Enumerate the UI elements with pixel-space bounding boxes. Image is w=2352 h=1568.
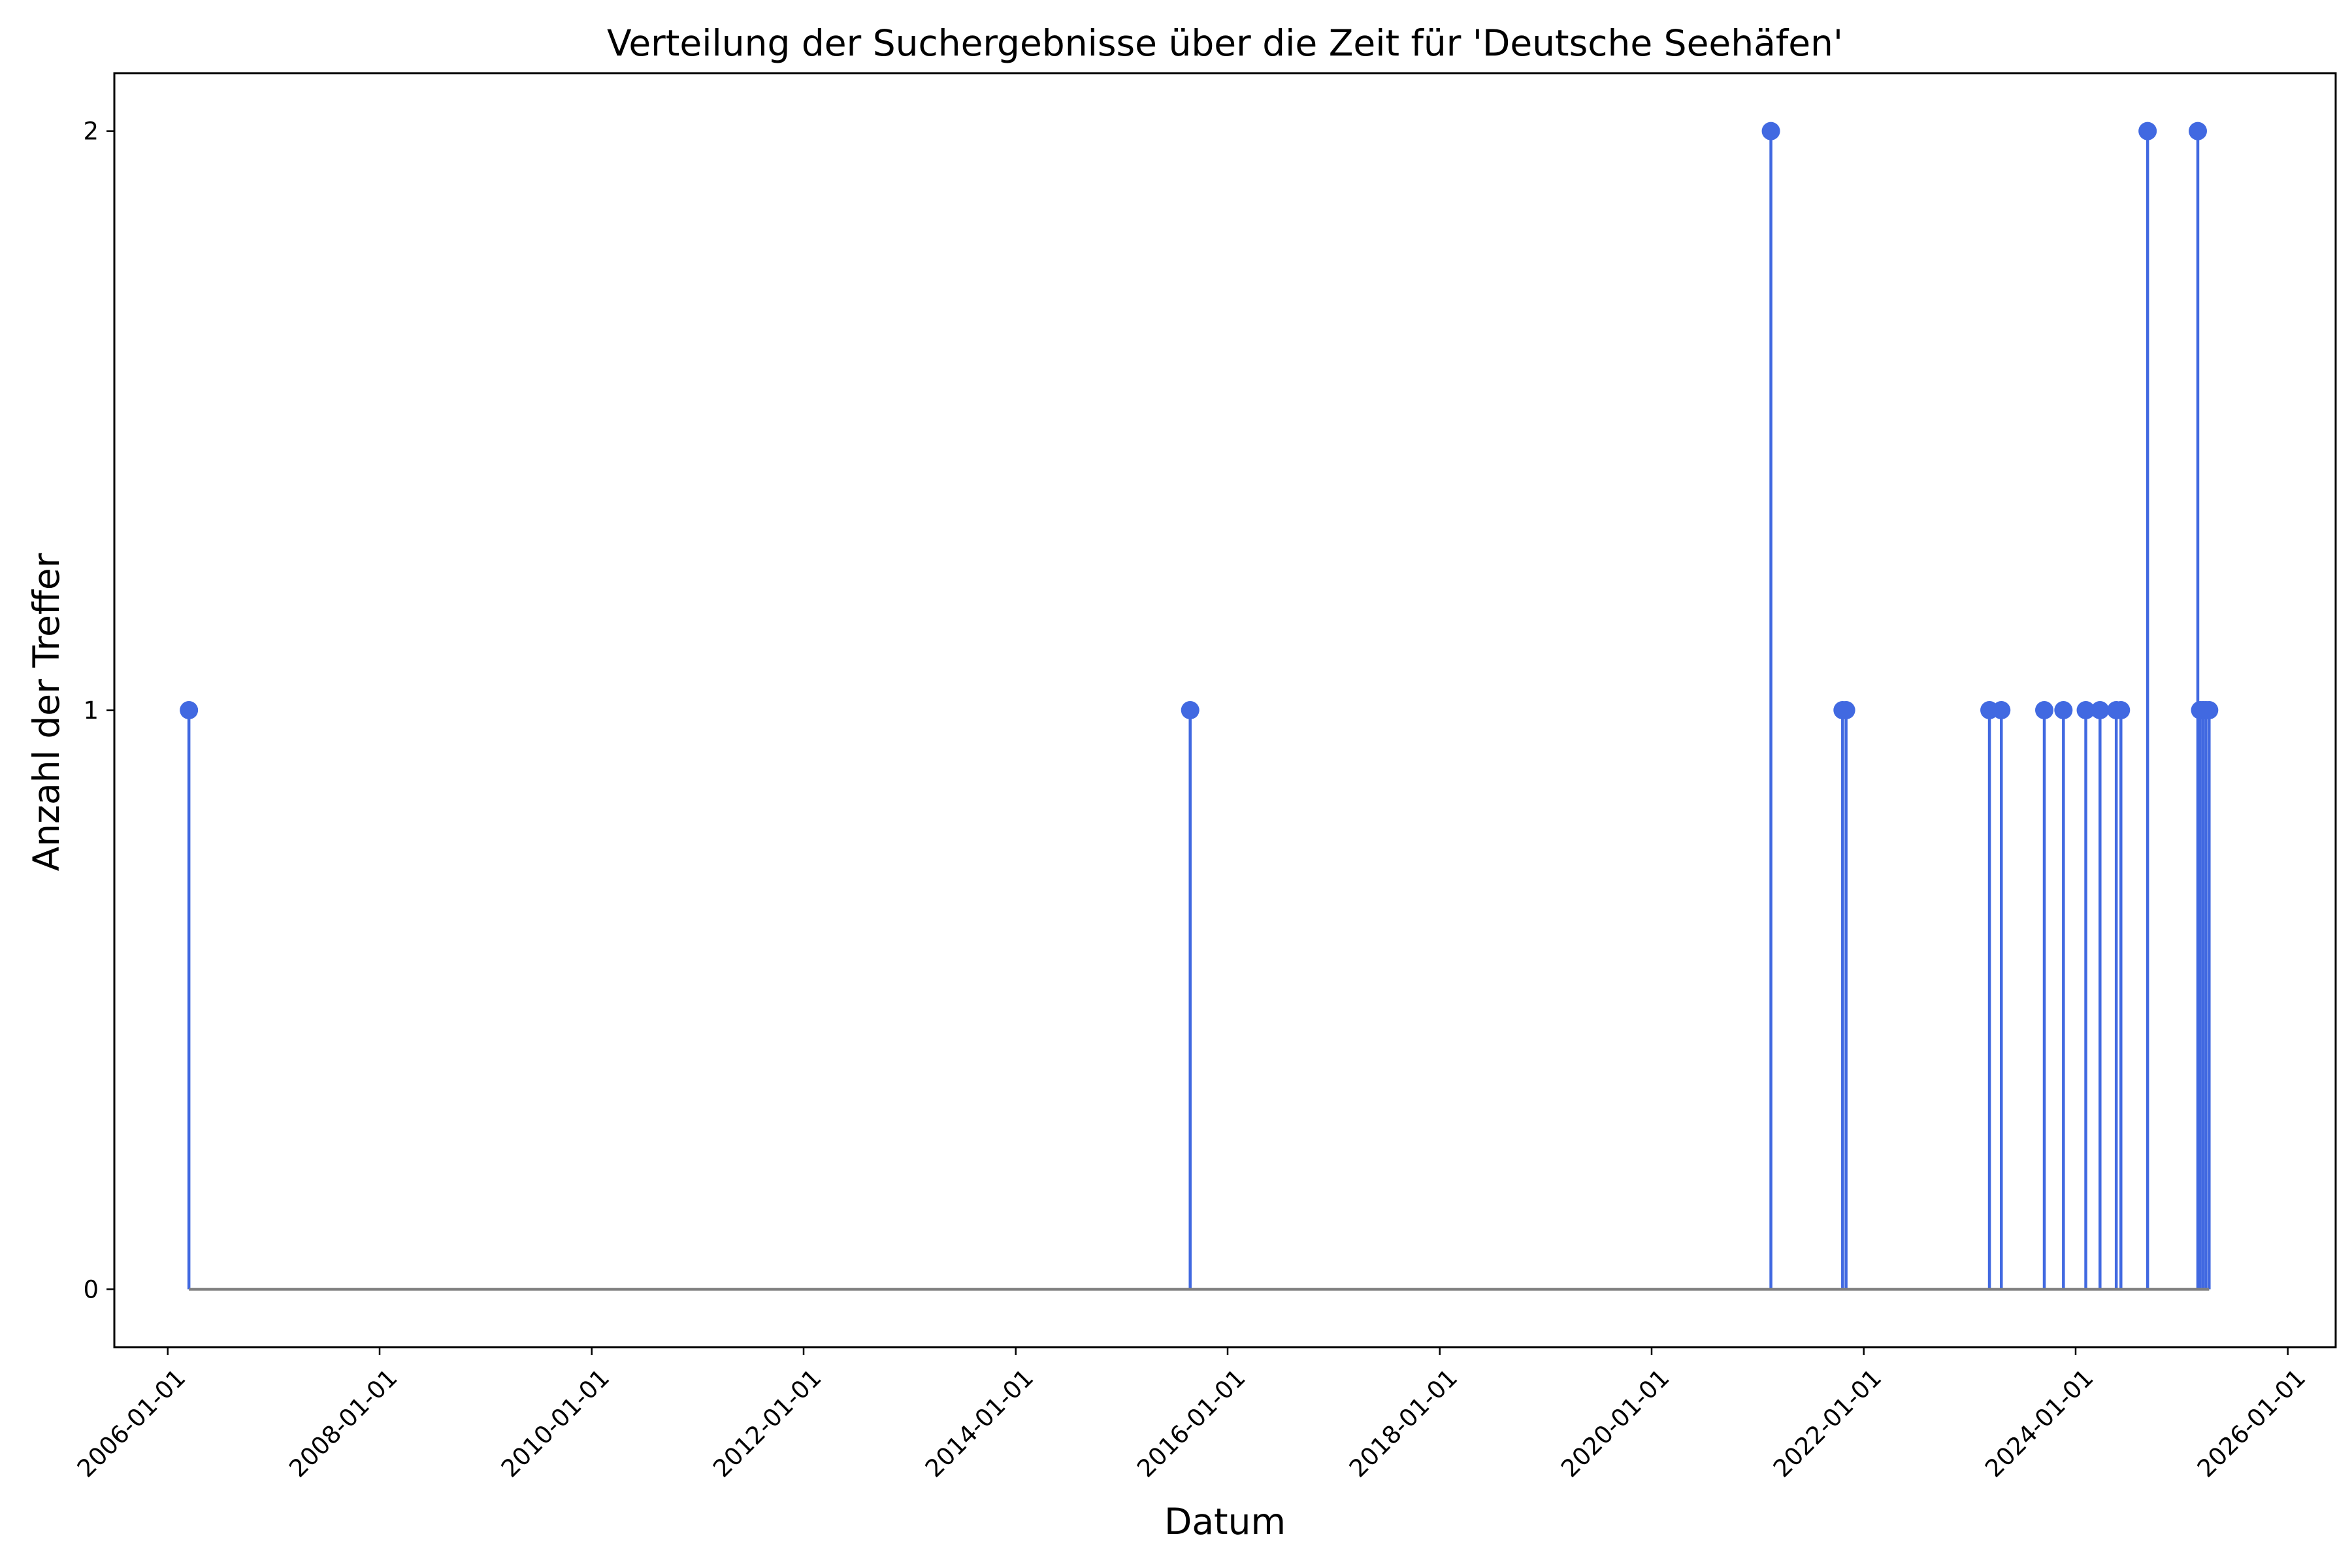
stem-marker	[1837, 701, 1855, 719]
x-tick-label: 2016-01-01	[1132, 1364, 1250, 1482]
x-tick-label: 2026-01-01	[2192, 1364, 2311, 1482]
stem-marker	[2138, 122, 2157, 140]
x-tick-label: 2018-01-01	[1344, 1364, 1463, 1482]
y-tick-label: 0	[83, 1275, 99, 1303]
axes-frame	[113, 72, 2337, 1348]
stem-marker	[1992, 701, 2011, 719]
y-tick-label: 2	[83, 118, 99, 146]
x-axis-label: Datum	[1164, 1501, 1286, 1543]
x-tick-label: 2008-01-01	[284, 1364, 402, 1482]
chart-title: Verteilung der Suchergebnisse über die Z…	[607, 22, 1843, 64]
x-tick-label: 2014-01-01	[920, 1364, 1039, 1482]
x-tick-label: 2020-01-01	[1556, 1364, 1674, 1482]
x-tick-label: 2012-01-01	[708, 1364, 826, 1482]
stem-marker	[2200, 701, 2219, 719]
stem-marker	[180, 701, 199, 719]
y-axis-label: Anzahl der Treffer	[25, 553, 67, 871]
stem-marker	[2091, 701, 2110, 719]
stem-marker	[2112, 701, 2131, 719]
stem-marker	[2035, 701, 2054, 719]
stem-marker	[1181, 701, 1200, 719]
plot-area	[180, 122, 2219, 1291]
x-tick-label: 2006-01-01	[72, 1364, 191, 1482]
stem-marker	[2076, 701, 2095, 719]
y-tick-label: 1	[83, 696, 99, 725]
stem-marker	[2188, 122, 2207, 140]
x-tick-label: 2010-01-01	[496, 1364, 615, 1482]
stem-marker	[2054, 701, 2073, 719]
x-tick-label: 2024-01-01	[1980, 1364, 2099, 1482]
stem-marker	[1761, 122, 1780, 140]
x-tick-label: 2022-01-01	[1768, 1364, 1887, 1482]
